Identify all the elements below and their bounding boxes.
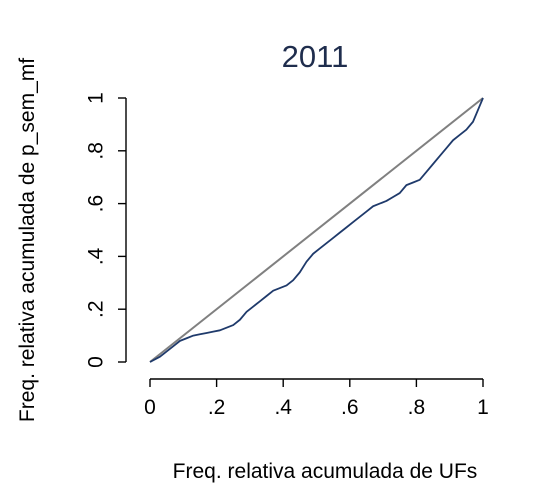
y-tick-label: .6 xyxy=(85,195,108,213)
chart-title: 2011 xyxy=(282,39,349,74)
x-tick-label: .4 xyxy=(274,396,292,419)
y-tick-label: .2 xyxy=(85,300,108,318)
y-tick-label: 1 xyxy=(85,92,108,104)
x-tick-label: .8 xyxy=(408,396,426,419)
x-tick-label: .2 xyxy=(208,396,226,419)
x-tick-label: 1 xyxy=(477,396,489,419)
y-tick-label: .4 xyxy=(85,247,108,265)
x-tick-label: .6 xyxy=(341,396,359,419)
series-line-curve xyxy=(149,97,484,363)
x-tick-label: 0 xyxy=(144,396,156,419)
plot-axes xyxy=(125,98,483,380)
y-axis-title: Freq. relativa acumulada de p_sem_mf xyxy=(16,58,39,422)
ticks-layer: 0 .2 .4 .6 .8 1 0 .2 .4 .6 .8 1 xyxy=(85,92,489,419)
y-tick-label: 0 xyxy=(85,356,108,368)
series-line-equality xyxy=(149,97,484,363)
series-layer xyxy=(149,97,484,363)
y-tick-label: .8 xyxy=(85,142,108,160)
x-axis-title: Freq. relativa acumulada de UFs xyxy=(173,460,478,483)
